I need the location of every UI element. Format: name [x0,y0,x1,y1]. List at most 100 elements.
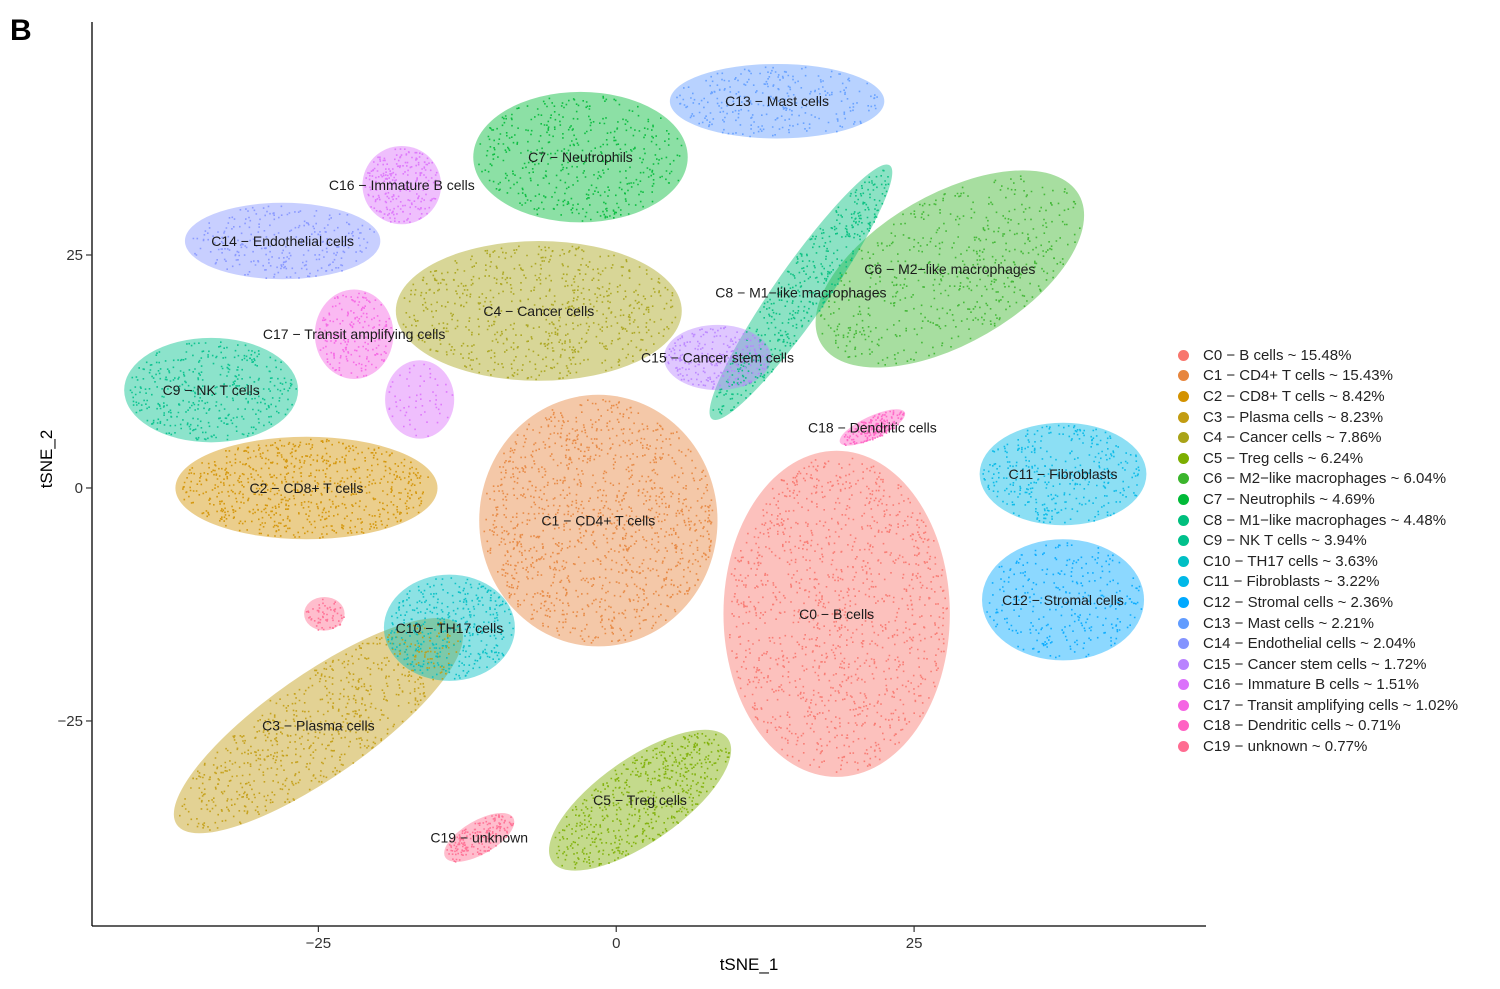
label-C11: C11 − Fibroblasts [1008,466,1117,482]
legend-label-C14: C14 − Endothelial cells ~ 2.04% [1203,635,1416,653]
ellipse-C6 [815,170,1085,368]
ellipse-C7 [473,91,688,223]
legend-dot-C0 [1178,349,1189,361]
cluster-ellipses [124,63,1147,871]
points-C4 [402,245,677,381]
label-C17: C17 − Transit amplifying cells [263,326,445,342]
label-C10: C10 − TH17 cells [396,620,504,636]
points-C3 [179,621,459,831]
x-tick-label: 0 [612,935,620,952]
label-C1: C1 − CD4+ T cells [541,513,655,529]
legend-item-C17: C17 − Transit amplifying cells ~ 1.02% [1176,695,1458,716]
label-C9: C9 − NK T cells [163,382,260,398]
legend-item-C11: C11 − Fibroblasts ~ 3.22% [1176,572,1458,593]
legend-label-C13: C13 − Mast cells ~ 2.21% [1203,614,1374,632]
points-C14 [192,205,375,279]
legend-label-C0: C0 − B cells ~ 15.48% [1203,346,1352,364]
legend-item-C6: C6 − M2−like macrophages ~ 6.04% [1176,469,1458,490]
legend-label-C1: C1 − CD4+ T cells ~ 15.43% [1203,367,1393,385]
label-C8: C8 − M1−like macrophages [715,284,886,300]
label-C7: C7 − Neutrophils [528,149,633,165]
legend-dot-C18 [1178,720,1189,732]
points-C10 [387,577,514,680]
legend-item-C12: C12 − Stromal cells ~ 2.36% [1176,592,1458,613]
legend-label-C12: C12 − Stromal cells ~ 2.36% [1203,593,1394,611]
points-C7 [478,95,683,222]
label-C3: C3 − Plasma cells [262,718,374,734]
y-tick-label: 0 [75,480,83,497]
points-C19 [446,814,514,863]
legend-dot-C12 [1178,596,1189,608]
points-C18 [843,410,905,446]
ellipse-C9 [124,337,299,443]
legend-item-C3: C3 − Plasma cells ~ 8.23% [1176,407,1458,428]
legend-label-C11: C11 − Fibroblasts ~ 3.22% [1203,573,1380,591]
legend-label-C4: C4 − Cancer cells ~ 7.86% [1203,429,1382,447]
label-C5: C5 − Treg cells [593,792,687,808]
x-tick-label: −25 [306,935,331,952]
y-axis-title: tSNE_2 [37,430,56,489]
legend-item-C8: C8 − M1−like macrophages ~ 4.48% [1176,510,1458,531]
ellipse-C14 [184,202,381,280]
label-C19: C19 − unknown [430,829,528,845]
legend-dot-C13 [1178,617,1189,629]
x-tick-label: 25 [906,935,923,952]
label-C2: C2 − CD8+ T cells [250,480,364,496]
legend-item-C18: C18 − Dendritic cells ~ 0.71% [1176,716,1458,737]
legend-item-C2: C2 − CD8+ T cells ~ 8.42% [1176,386,1458,407]
legend-item-C13: C13 − Mast cells ~ 2.21% [1176,613,1458,634]
legend-label-C16: C16 − Immature B cells ~ 1.51% [1203,676,1419,694]
legend-dot-C10 [1178,555,1189,567]
label-C18: C18 − Dendritic cells [808,419,937,435]
label-C16: C16 − Immature B cells [329,177,475,193]
legend-label-C2: C2 − CD8+ T cells ~ 8.42% [1203,387,1385,405]
legend-item-C5: C5 − Treg cells ~ 6.24% [1176,448,1458,469]
legend-label-C18: C18 − Dendritic cells ~ 0.71% [1203,717,1401,735]
y-tick-label: −25 [58,713,83,730]
ellipse-C3 [173,618,463,834]
label-C13: C13 − Mast cells [725,93,829,109]
ellipse-C16 [362,145,442,225]
ellipse-C1 [479,394,718,647]
points-C17 [319,292,392,378]
legend: C0 − B cells ~ 15.48% C1 − CD4+ T cells ~… [1176,345,1458,757]
legend-item-C7: C7 − Neutrophils ~ 4.69% [1176,489,1458,510]
legend-item-C1: C1 − CD4+ T cells ~ 15.43% [1176,366,1458,387]
ellipse-C8 [709,164,893,421]
legend-dot-C19 [1178,741,1189,753]
points-C11 [982,424,1140,524]
legend-dot-C14 [1178,638,1189,650]
legend-dot-C5 [1178,452,1189,464]
legend-dot-C7 [1178,493,1189,505]
legend-dot-C8 [1178,514,1189,526]
legend-dot-C9 [1178,535,1189,547]
cluster-labels: C0 − B cells C1 − CD4+ T cells C2 − CD8+ T… [163,93,1124,845]
label-C14: C14 − Endothelial cells [211,233,354,249]
legend-dot-C11 [1178,576,1189,588]
legend-dot-C3 [1178,411,1189,423]
legend-dot-C1 [1178,370,1189,382]
legend-item-C10: C10 − TH17 cells ~ 3.63% [1176,551,1458,572]
points-C6 [820,175,1081,366]
legend-item-C16: C16 − Immature B cells ~ 1.51% [1176,675,1458,696]
legend-item-C15: C15 − Cancer stem cells ~ 1.72% [1176,654,1458,675]
legend-label-C9: C9 − NK T cells ~ 3.94% [1203,532,1367,550]
label-C15: C15 − Cancer stem cells [641,350,794,366]
legend-dot-C6 [1178,473,1189,485]
legend-item-C9: C9 − NK T cells ~ 3.94% [1176,530,1458,551]
legend-label-C5: C5 − Treg cells ~ 6.24% [1203,449,1364,467]
legend-dot-C2 [1178,390,1189,402]
points-C19-island-1 [305,598,345,631]
legend-dot-C4 [1178,432,1189,444]
x-axis-title: tSNE_1 [720,955,779,974]
legend-dot-C16 [1178,679,1189,691]
legend-label-C6: C6 − M2−like macrophages ~ 6.04% [1203,470,1447,488]
ellipse-C12 [982,539,1145,661]
legend-label-C7: C7 − Neutrophils ~ 4.69% [1203,490,1375,508]
legend-label-C19: C19 − unknown ~ 0.77% [1203,738,1368,756]
label-C4: C4 − Cancer cells [483,303,594,319]
legend-item-C0: C0 − B cells ~ 15.48% [1176,345,1458,366]
legend-label-C3: C3 − Plasma cells ~ 8.23% [1203,408,1384,426]
label-C12: C12 − Stromal cells [1002,592,1124,608]
